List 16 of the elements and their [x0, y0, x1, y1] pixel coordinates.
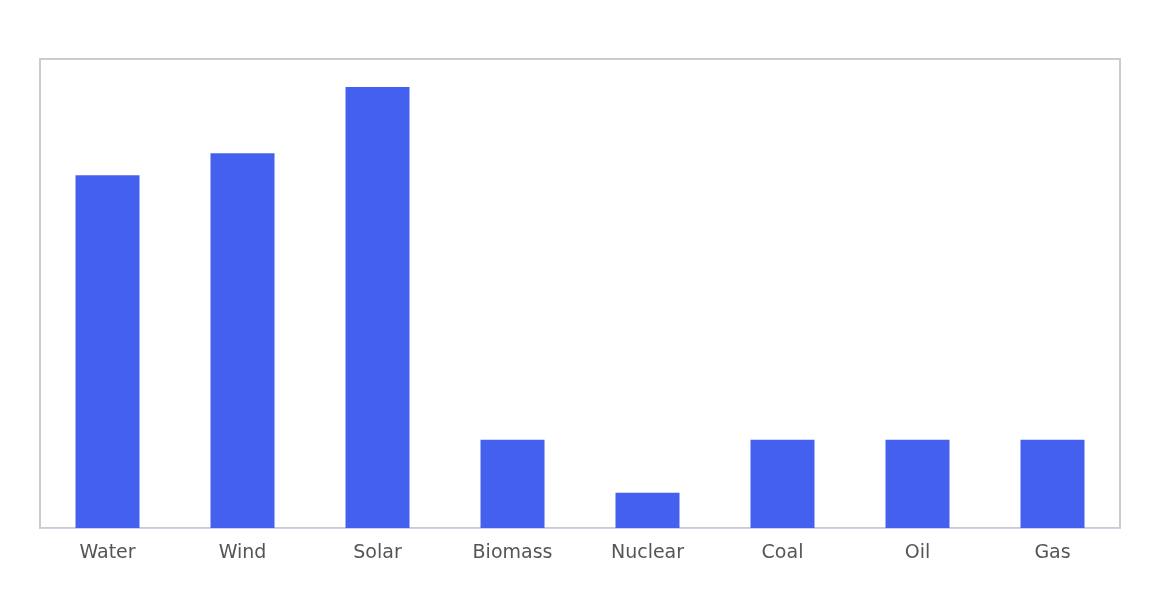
bar	[750, 439, 815, 528]
bar	[1020, 439, 1085, 528]
bar	[75, 175, 140, 528]
x-tick-label: Solar	[353, 539, 402, 562]
x-tick-label: Oil	[904, 539, 931, 562]
x-tick-label: Coal	[761, 539, 804, 562]
x-tick-label: Biomass	[472, 539, 553, 562]
bar	[345, 87, 410, 528]
x-tick-label: Wind	[218, 539, 267, 562]
x-tick-label: Gas	[1034, 539, 1071, 562]
bar	[615, 492, 680, 528]
bar	[480, 439, 545, 528]
bar	[210, 153, 275, 528]
x-tick-label: Water	[79, 539, 136, 562]
bar	[885, 439, 950, 528]
x-tick-label: Nuclear	[610, 539, 685, 562]
